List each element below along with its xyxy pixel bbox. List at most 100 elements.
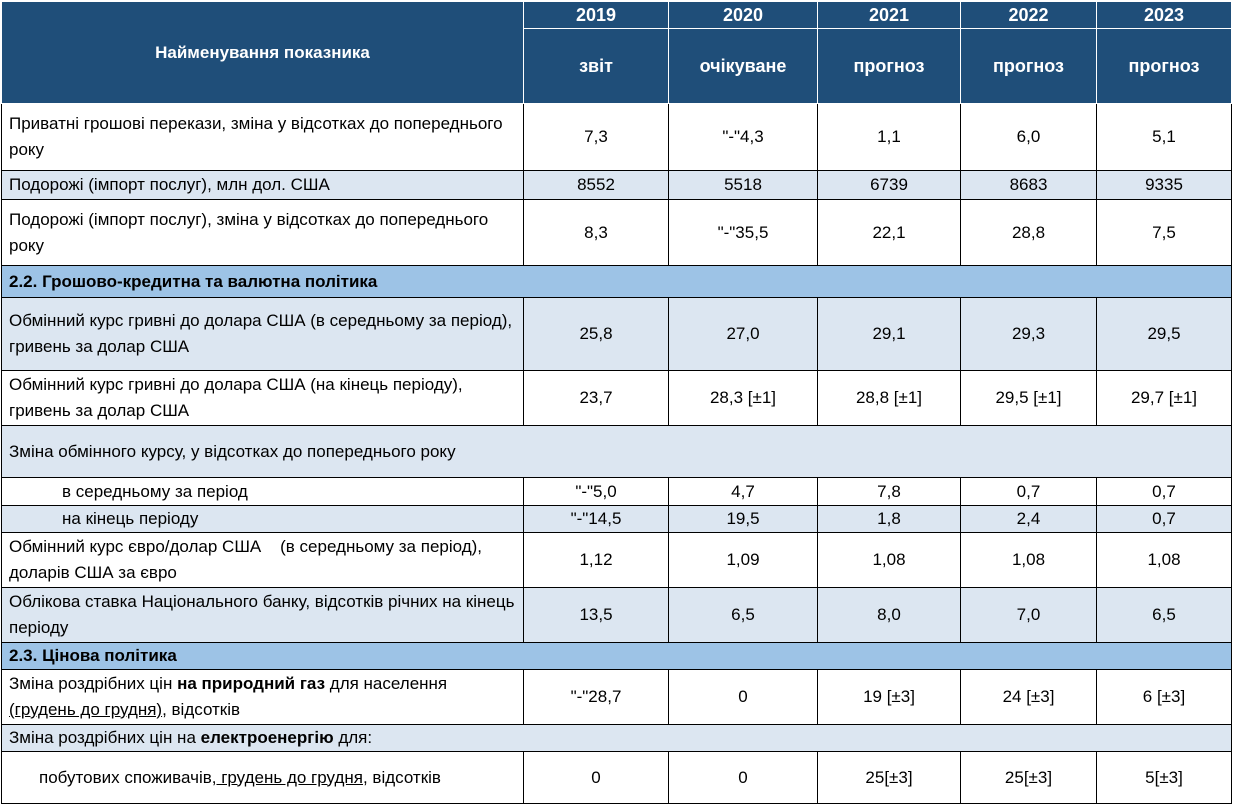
label-part: для населення bbox=[325, 674, 448, 693]
header-years-row: Найменування показника 2019 2020 2021 20… bbox=[1, 1, 1232, 104]
cell-value: 7,3 bbox=[523, 103, 669, 171]
table-row: Зміна обмінного курсу, у відсотках до по… bbox=[1, 425, 1232, 478]
cell-value: 25[±3] bbox=[817, 751, 961, 804]
row-label: Зміна роздрібних цін на електроенергію д… bbox=[1, 724, 1232, 752]
cell-value: 29,5 bbox=[1096, 297, 1232, 371]
cell-value: 8,3 bbox=[523, 199, 669, 266]
cell-value: 1,08 bbox=[817, 532, 961, 588]
table-row: Обмінний курс євро/долар США (в середньо… bbox=[1, 532, 1232, 588]
cell-value: 27,0 bbox=[668, 297, 818, 371]
cell-value: 8552 bbox=[523, 170, 669, 200]
table-row: Зміна роздрібних цін на природний газ дл… bbox=[1, 669, 1232, 725]
cell-value: 1,12 bbox=[523, 532, 669, 588]
cell-value: 28,8 [±1] bbox=[817, 370, 961, 426]
label-part: , відсотків bbox=[162, 700, 241, 719]
cell-value: 5[±3] bbox=[1096, 751, 1232, 804]
year-header: 2022 bbox=[960, 1, 1097, 29]
table-row: побутових споживачів, грудень до грудня,… bbox=[1, 751, 1232, 804]
cell-value: 9335 bbox=[1096, 170, 1232, 200]
cell-value: 6 [±3] bbox=[1096, 669, 1232, 725]
cell-value: 1,1 bbox=[817, 103, 961, 171]
cell-value: 6,5 bbox=[668, 587, 818, 643]
table-row: Зміна роздрібних цін на електроенергію д… bbox=[1, 724, 1232, 752]
cell-value: 1,08 bbox=[1096, 532, 1232, 588]
cell-value: 13,5 bbox=[523, 587, 669, 643]
section-row: 2.2. Грошово-кредитна та валютна політик… bbox=[1, 265, 1232, 298]
cell-value: 4,7 bbox=[668, 477, 818, 506]
cell-value: "-"35,5 bbox=[668, 199, 818, 266]
row-label: Зміна обмінного курсу, у відсотках до по… bbox=[1, 425, 1232, 478]
cell-value: 19 [±3] bbox=[817, 669, 961, 725]
row-label: на кінець періоду bbox=[1, 505, 524, 533]
table-row: Обмінний курс гривні до долара США (на к… bbox=[1, 370, 1232, 426]
cell-value: 29,3 bbox=[960, 297, 1097, 371]
row-label: Подорожі (імпорт послуг), зміна у відсот… bbox=[1, 199, 524, 266]
cell-value: 0 bbox=[668, 669, 818, 725]
section-title: 2.3. Цінова політика bbox=[1, 642, 1232, 670]
year-header: 2019 bbox=[523, 1, 669, 29]
kind-header: прогноз bbox=[960, 28, 1097, 104]
cell-value: 0,7 bbox=[1096, 505, 1232, 533]
row-label: Обмінний курс гривні до долара США (в се… bbox=[1, 297, 524, 371]
cell-value: 25[±3] bbox=[960, 751, 1097, 804]
cell-value: 19,5 bbox=[668, 505, 818, 533]
cell-value: 0 bbox=[668, 751, 818, 804]
cell-value: 7,5 bbox=[1096, 199, 1232, 266]
cell-value: 6,0 bbox=[960, 103, 1097, 171]
cell-value: 29,5 [±1] bbox=[960, 370, 1097, 426]
cell-value: 28,3 [±1] bbox=[668, 370, 818, 426]
label-underlined: грудень до грудня bbox=[216, 767, 363, 787]
row-label: Зміна роздрібних цін на природний газ дл… bbox=[1, 669, 524, 725]
indicator-name-header: Найменування показника bbox=[1, 1, 524, 104]
row-label: в середньому за період bbox=[1, 477, 524, 506]
cell-value: "-"5,0 bbox=[523, 477, 669, 506]
cell-value: 1,8 bbox=[817, 505, 961, 533]
table-row: Приватні грошові перекази, зміна у відсо… bbox=[1, 103, 1232, 171]
row-label: Приватні грошові перекази, зміна у відсо… bbox=[1, 103, 524, 171]
cell-value: 7,8 bbox=[817, 477, 961, 506]
cell-value: 5518 bbox=[668, 170, 818, 200]
cell-value: 2,4 bbox=[960, 505, 1097, 533]
cell-value: 22,1 bbox=[817, 199, 961, 266]
cell-value: "-"28,7 bbox=[523, 669, 669, 725]
cell-value: 24 [±3] bbox=[960, 669, 1097, 725]
label-underlined: (грудень до грудня) bbox=[9, 700, 163, 719]
table-row: Подорожі (імпорт послуг), млн дол. США 8… bbox=[1, 170, 1232, 200]
cell-value: 8683 bbox=[960, 170, 1097, 200]
row-label: Облікова ставка Національного банку, від… bbox=[1, 587, 524, 643]
cell-value: 6,5 bbox=[1096, 587, 1232, 643]
row-label: Подорожі (імпорт послуг), млн дол. США bbox=[1, 170, 524, 200]
section-row: 2.3. Цінова політика bbox=[1, 642, 1232, 670]
year-header: 2020 bbox=[668, 1, 818, 29]
cell-value: 29,1 bbox=[817, 297, 961, 371]
cell-value: 0,7 bbox=[1096, 477, 1232, 506]
header-kind-row: звіт очікуване прогноз прогноз прогноз bbox=[2, 28, 1232, 104]
cell-value: 6739 bbox=[817, 170, 961, 200]
cell-value: 1,08 bbox=[960, 532, 1097, 588]
label-emphasis: на природний газ bbox=[177, 674, 326, 693]
cell-value: 23,7 bbox=[523, 370, 669, 426]
cell-value: "-"14,5 bbox=[523, 505, 669, 533]
table-row: на кінець періоду "-"14,5 19,5 1,8 2,4 0… bbox=[1, 505, 1232, 533]
table-row: Обмінний курс гривні до долара США (в се… bbox=[1, 297, 1232, 371]
kind-header: звіт bbox=[523, 28, 669, 104]
cell-value: 29,7 [±1] bbox=[1096, 370, 1232, 426]
cell-value: 28,8 bbox=[960, 199, 1097, 266]
cell-value: 8,0 bbox=[817, 587, 961, 643]
kind-header: прогноз bbox=[1096, 28, 1232, 104]
row-label-text: Зміна обмінного курсу, у відсотках до по… bbox=[9, 441, 456, 461]
cell-value: 0,7 bbox=[960, 477, 1097, 506]
section-title: 2.2. Грошово-кредитна та валютна політик… bbox=[1, 265, 1232, 298]
cell-value: 0 bbox=[523, 751, 669, 804]
row-label: Обмінний курс євро/долар США (в середньо… bbox=[1, 532, 524, 588]
table-row: Облікова ставка Національного банку, від… bbox=[1, 587, 1232, 643]
cell-value: 25,8 bbox=[523, 297, 669, 371]
label-part: для: bbox=[333, 728, 373, 747]
label-part: Зміна роздрібних цін bbox=[9, 674, 178, 693]
year-header: 2021 bbox=[817, 1, 961, 29]
row-label: Обмінний курс гривні до долара США (на к… bbox=[1, 370, 524, 426]
cell-value: 1,09 bbox=[668, 532, 818, 588]
cell-value: "-"4,3 bbox=[668, 103, 818, 171]
cell-value: 5,1 bbox=[1096, 103, 1232, 171]
